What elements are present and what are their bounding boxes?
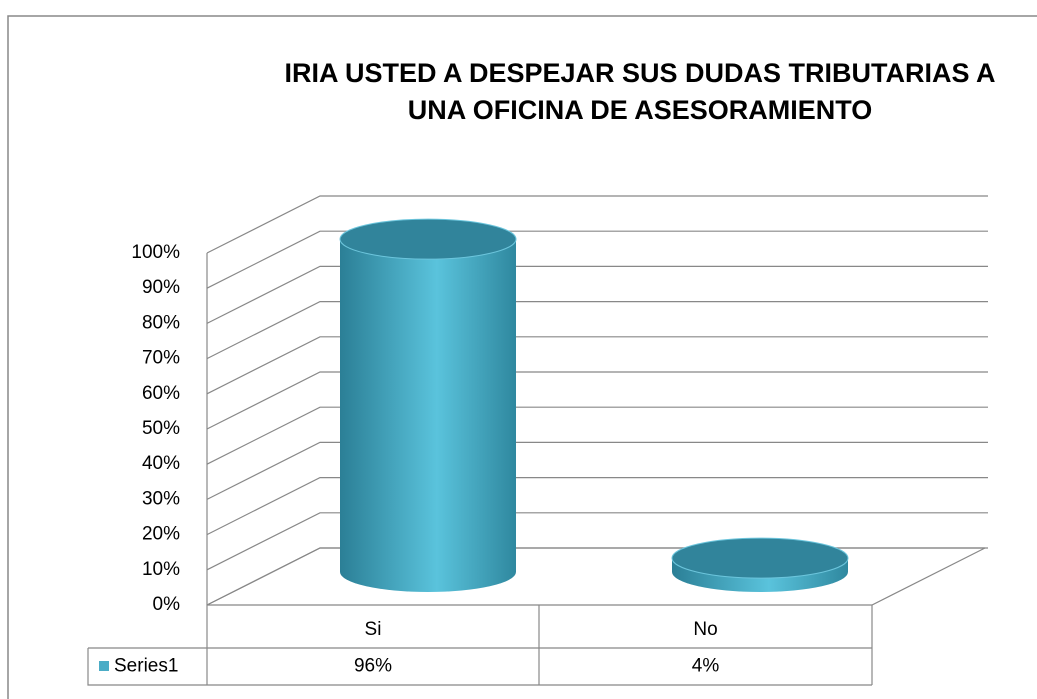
- y-tick-label: 70%: [142, 348, 180, 369]
- grid-line: [206, 230, 988, 289]
- y-tick-label: 10%: [142, 559, 180, 580]
- grid-line: [206, 477, 988, 536]
- grid-line: [206, 265, 988, 324]
- y-tick-label: 90%: [142, 277, 180, 298]
- grid-line: [206, 371, 988, 430]
- y-tick-label: 100%: [131, 242, 180, 263]
- x-tick-label: Si: [365, 619, 382, 640]
- chart-title: UNA OFICINA DE ASESORAMIENTO: [408, 95, 873, 125]
- y-tick-label: 30%: [142, 488, 180, 509]
- cylinder: [671, 537, 849, 592]
- chart-frame: [7, 15, 1037, 699]
- cylinder-body: [340, 239, 516, 592]
- y-tick-label: 80%: [142, 312, 180, 333]
- grid-line: [206, 441, 988, 500]
- x-tick-label: No: [693, 619, 717, 640]
- legend-label: Series1: [114, 656, 178, 677]
- y-tick-label: 40%: [142, 453, 180, 474]
- cylinder: [339, 218, 517, 592]
- y-tick-label: 50%: [142, 418, 180, 439]
- grid-line: [206, 406, 988, 465]
- data-label: 4%: [692, 656, 720, 677]
- grid-line: [206, 336, 988, 395]
- cylinder-top: [671, 537, 849, 579]
- grid-line: [206, 301, 988, 360]
- grid-line: [206, 512, 988, 571]
- data-table-grid: [87, 605, 873, 686]
- cylinder-top: [339, 218, 517, 260]
- y-tick-label: 0%: [153, 594, 181, 615]
- chart-title: IRIA USTED A DESPEJAR SUS DUDAS TRIBUTAR…: [284, 58, 995, 88]
- y-tick-label: 20%: [142, 524, 180, 545]
- grid-line: [206, 195, 988, 254]
- data-label: 96%: [354, 656, 392, 677]
- y-tick-label: 60%: [142, 383, 180, 404]
- legend-swatch: [99, 661, 109, 671]
